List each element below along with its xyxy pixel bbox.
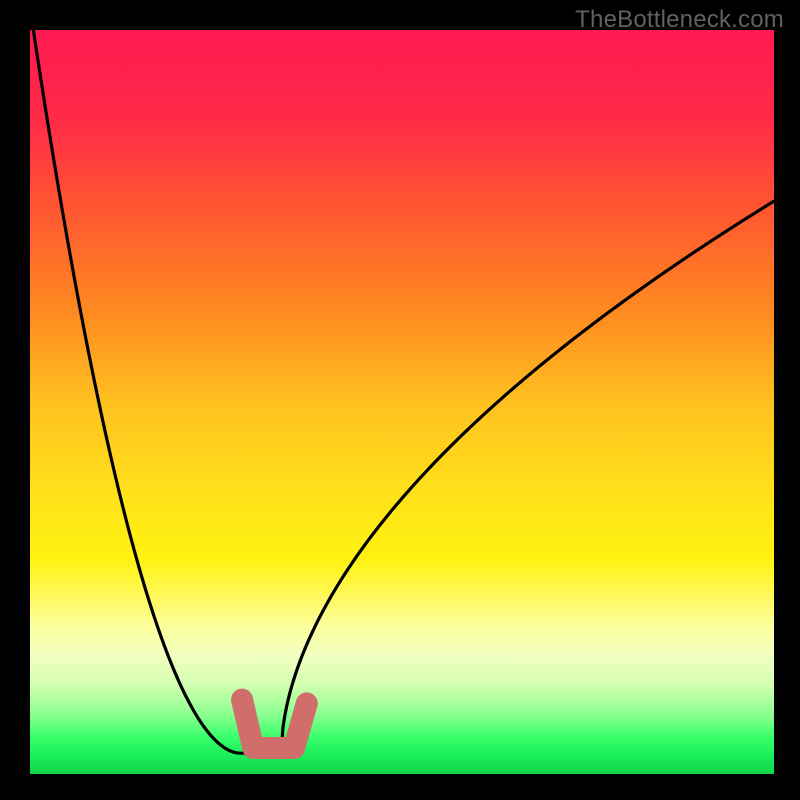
watermark-text: TheBottleneck.com <box>575 6 784 34</box>
chart-canvas <box>0 0 800 800</box>
gradient-background <box>30 30 774 774</box>
plot-area <box>30 8 774 774</box>
